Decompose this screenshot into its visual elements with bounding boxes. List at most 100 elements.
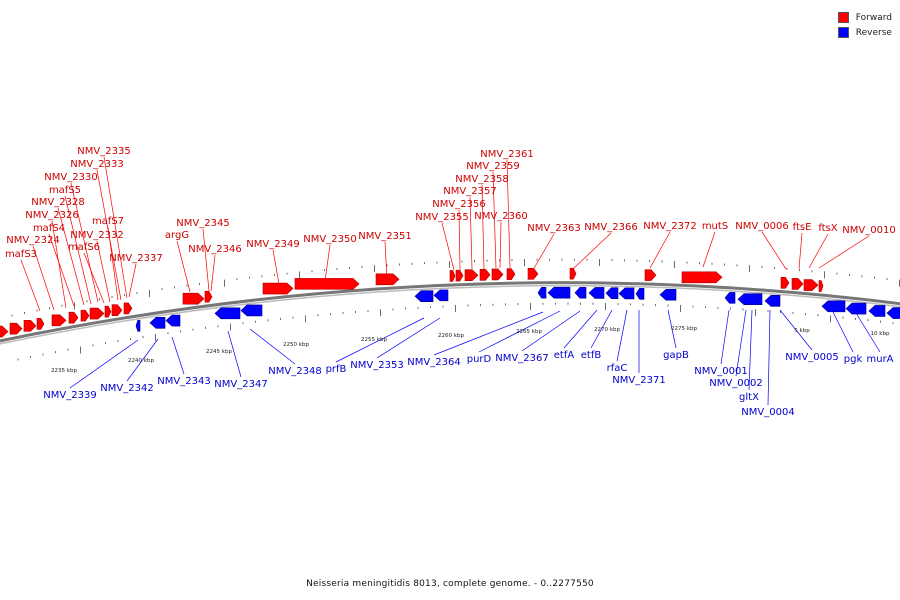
- legend-swatch-reverse: [837, 27, 849, 38]
- forward-gene-label: ftsE: [793, 222, 812, 233]
- forward-leader: [441, 222, 455, 271]
- scale-label: 2235 kbp: [51, 368, 77, 374]
- reverse-gene-label: NMV_2339: [43, 390, 96, 401]
- scale-label: 2270 kbp: [594, 327, 620, 333]
- reverse-leader: [735, 309, 747, 377]
- forward-leader: [96, 240, 111, 303]
- reverse-leader: [667, 309, 677, 349]
- forward-gene-25: [681, 271, 723, 284]
- reverse-gene-label: NMV_2353: [350, 360, 403, 371]
- reverse-gene-7: [537, 286, 547, 299]
- reverse-leader: [616, 309, 628, 362]
- forward-gene-10: [123, 302, 133, 315]
- forward-leader: [572, 232, 612, 270]
- forward-gene-label: NMV_2363: [527, 223, 580, 234]
- forward-gene-label: NMV_2332: [70, 230, 123, 241]
- reverse-gene-label: NMV_2347: [214, 379, 267, 390]
- reverse-leader: [779, 309, 813, 351]
- reverse-gene-15: [724, 292, 736, 304]
- reverse-gene-0: [135, 320, 141, 332]
- forward-gene-21: [506, 268, 516, 280]
- forward-leader: [384, 241, 388, 281]
- reverse-gene-12: [618, 287, 635, 300]
- reverse-gene-label: NMV_2342: [100, 383, 153, 394]
- forward-gene-label: NMV_2356: [432, 199, 485, 210]
- tick-layer: [11, 258, 900, 361]
- forward-leader: [32, 245, 55, 311]
- forward-gene-label: NMV_2335: [77, 146, 130, 157]
- forward-leader: [499, 221, 502, 269]
- forward-gene-12: [204, 290, 213, 303]
- reverse-gene-label: prfB: [326, 364, 347, 375]
- forward-leader: [176, 240, 191, 293]
- forward-gene-label: NMV_2337: [109, 253, 162, 264]
- forward-gene-label: mafS6: [68, 242, 100, 253]
- forward-gene-29: [818, 280, 824, 292]
- forward-gene-label: NMV_2359: [466, 161, 519, 172]
- forward-leader: [798, 232, 803, 270]
- forward-gene-label: NMV_2372: [643, 221, 696, 232]
- forward-gene-17: [455, 269, 464, 282]
- reverse-gene-21: [886, 307, 900, 319]
- forward-leader: [57, 207, 85, 306]
- reverse-gene-label: gltX: [739, 392, 759, 403]
- forward-leader: [128, 263, 137, 298]
- reverse-gene-11: [605, 287, 619, 299]
- reverse-leader: [748, 309, 753, 391]
- forward-gene-1: [9, 322, 23, 335]
- forward-gene-22: [527, 268, 539, 280]
- scale-label: 5 kbp: [794, 328, 810, 334]
- forward-gene-15: [375, 273, 400, 286]
- scale-label: 10 kbp: [871, 331, 890, 337]
- reverse-leader: [563, 309, 598, 349]
- reverse-gene-3: [214, 307, 241, 320]
- forward-leader: [64, 195, 92, 305]
- forward-gene-label: NMV_2333: [70, 159, 123, 170]
- reverse-leader: [433, 311, 544, 356]
- forward-leader: [272, 249, 280, 285]
- reverse-gene-18: [821, 300, 846, 313]
- legend-label-reverse: Reverse: [855, 27, 892, 38]
- forward-leader: [702, 231, 716, 268]
- forward-leader: [70, 182, 99, 303]
- forward-gene-label: mafS4: [33, 223, 65, 234]
- forward-leader: [210, 254, 216, 292]
- forward-gene-label: argG: [165, 230, 189, 241]
- genome-backbone: [0, 281, 900, 343]
- reverse-gene-19: [845, 302, 867, 315]
- forward-gene-label: NMV_2358: [455, 174, 508, 185]
- forward-leader: [458, 209, 461, 271]
- forward-gene-7: [89, 307, 105, 320]
- legend-label-forward: Forward: [855, 12, 892, 23]
- forward-leader: [202, 228, 210, 292]
- reverse-leader: [335, 317, 425, 363]
- reverse-leader: [720, 309, 730, 365]
- reverse-gene-20: [868, 305, 886, 317]
- forward-leader: [48, 233, 75, 307]
- reverse-gene-label: NMV_0001: [694, 366, 747, 377]
- forward-gene-23: [569, 267, 577, 280]
- reverse-gene-label: etfB: [581, 350, 602, 361]
- forward-gene-label: NMV_2346: [188, 244, 241, 255]
- reverse-gene-8: [547, 286, 571, 299]
- reverse-leader: [69, 339, 139, 389]
- forward-gene-24: [644, 269, 657, 281]
- forward-gene-26: [780, 277, 790, 289]
- reverse-gene-label: murA: [866, 354, 893, 365]
- reverse-gene-4: [240, 304, 263, 317]
- forward-gene-4: [51, 314, 67, 327]
- legend-item-reverse: Reverse: [837, 25, 892, 40]
- forward-leader: [649, 231, 671, 269]
- forward-gene-2: [23, 320, 37, 332]
- forward-gene-label: ftsX: [818, 223, 837, 234]
- forward-gene-19: [479, 268, 491, 281]
- forward-gene-label: mafS5: [49, 185, 81, 196]
- reverse-gene-label: NMV_2348: [268, 366, 321, 377]
- reverse-gene-label: NMV_2371: [612, 375, 665, 386]
- reverse-leader: [832, 311, 854, 353]
- reverse-leader: [521, 310, 581, 352]
- reverse-gene-10: [588, 287, 605, 299]
- reverse-gene-label: NMV_0002: [709, 378, 762, 389]
- reverse-gene-label: rfaC: [607, 363, 628, 374]
- reverse-gene-label: NMV_0005: [785, 352, 838, 363]
